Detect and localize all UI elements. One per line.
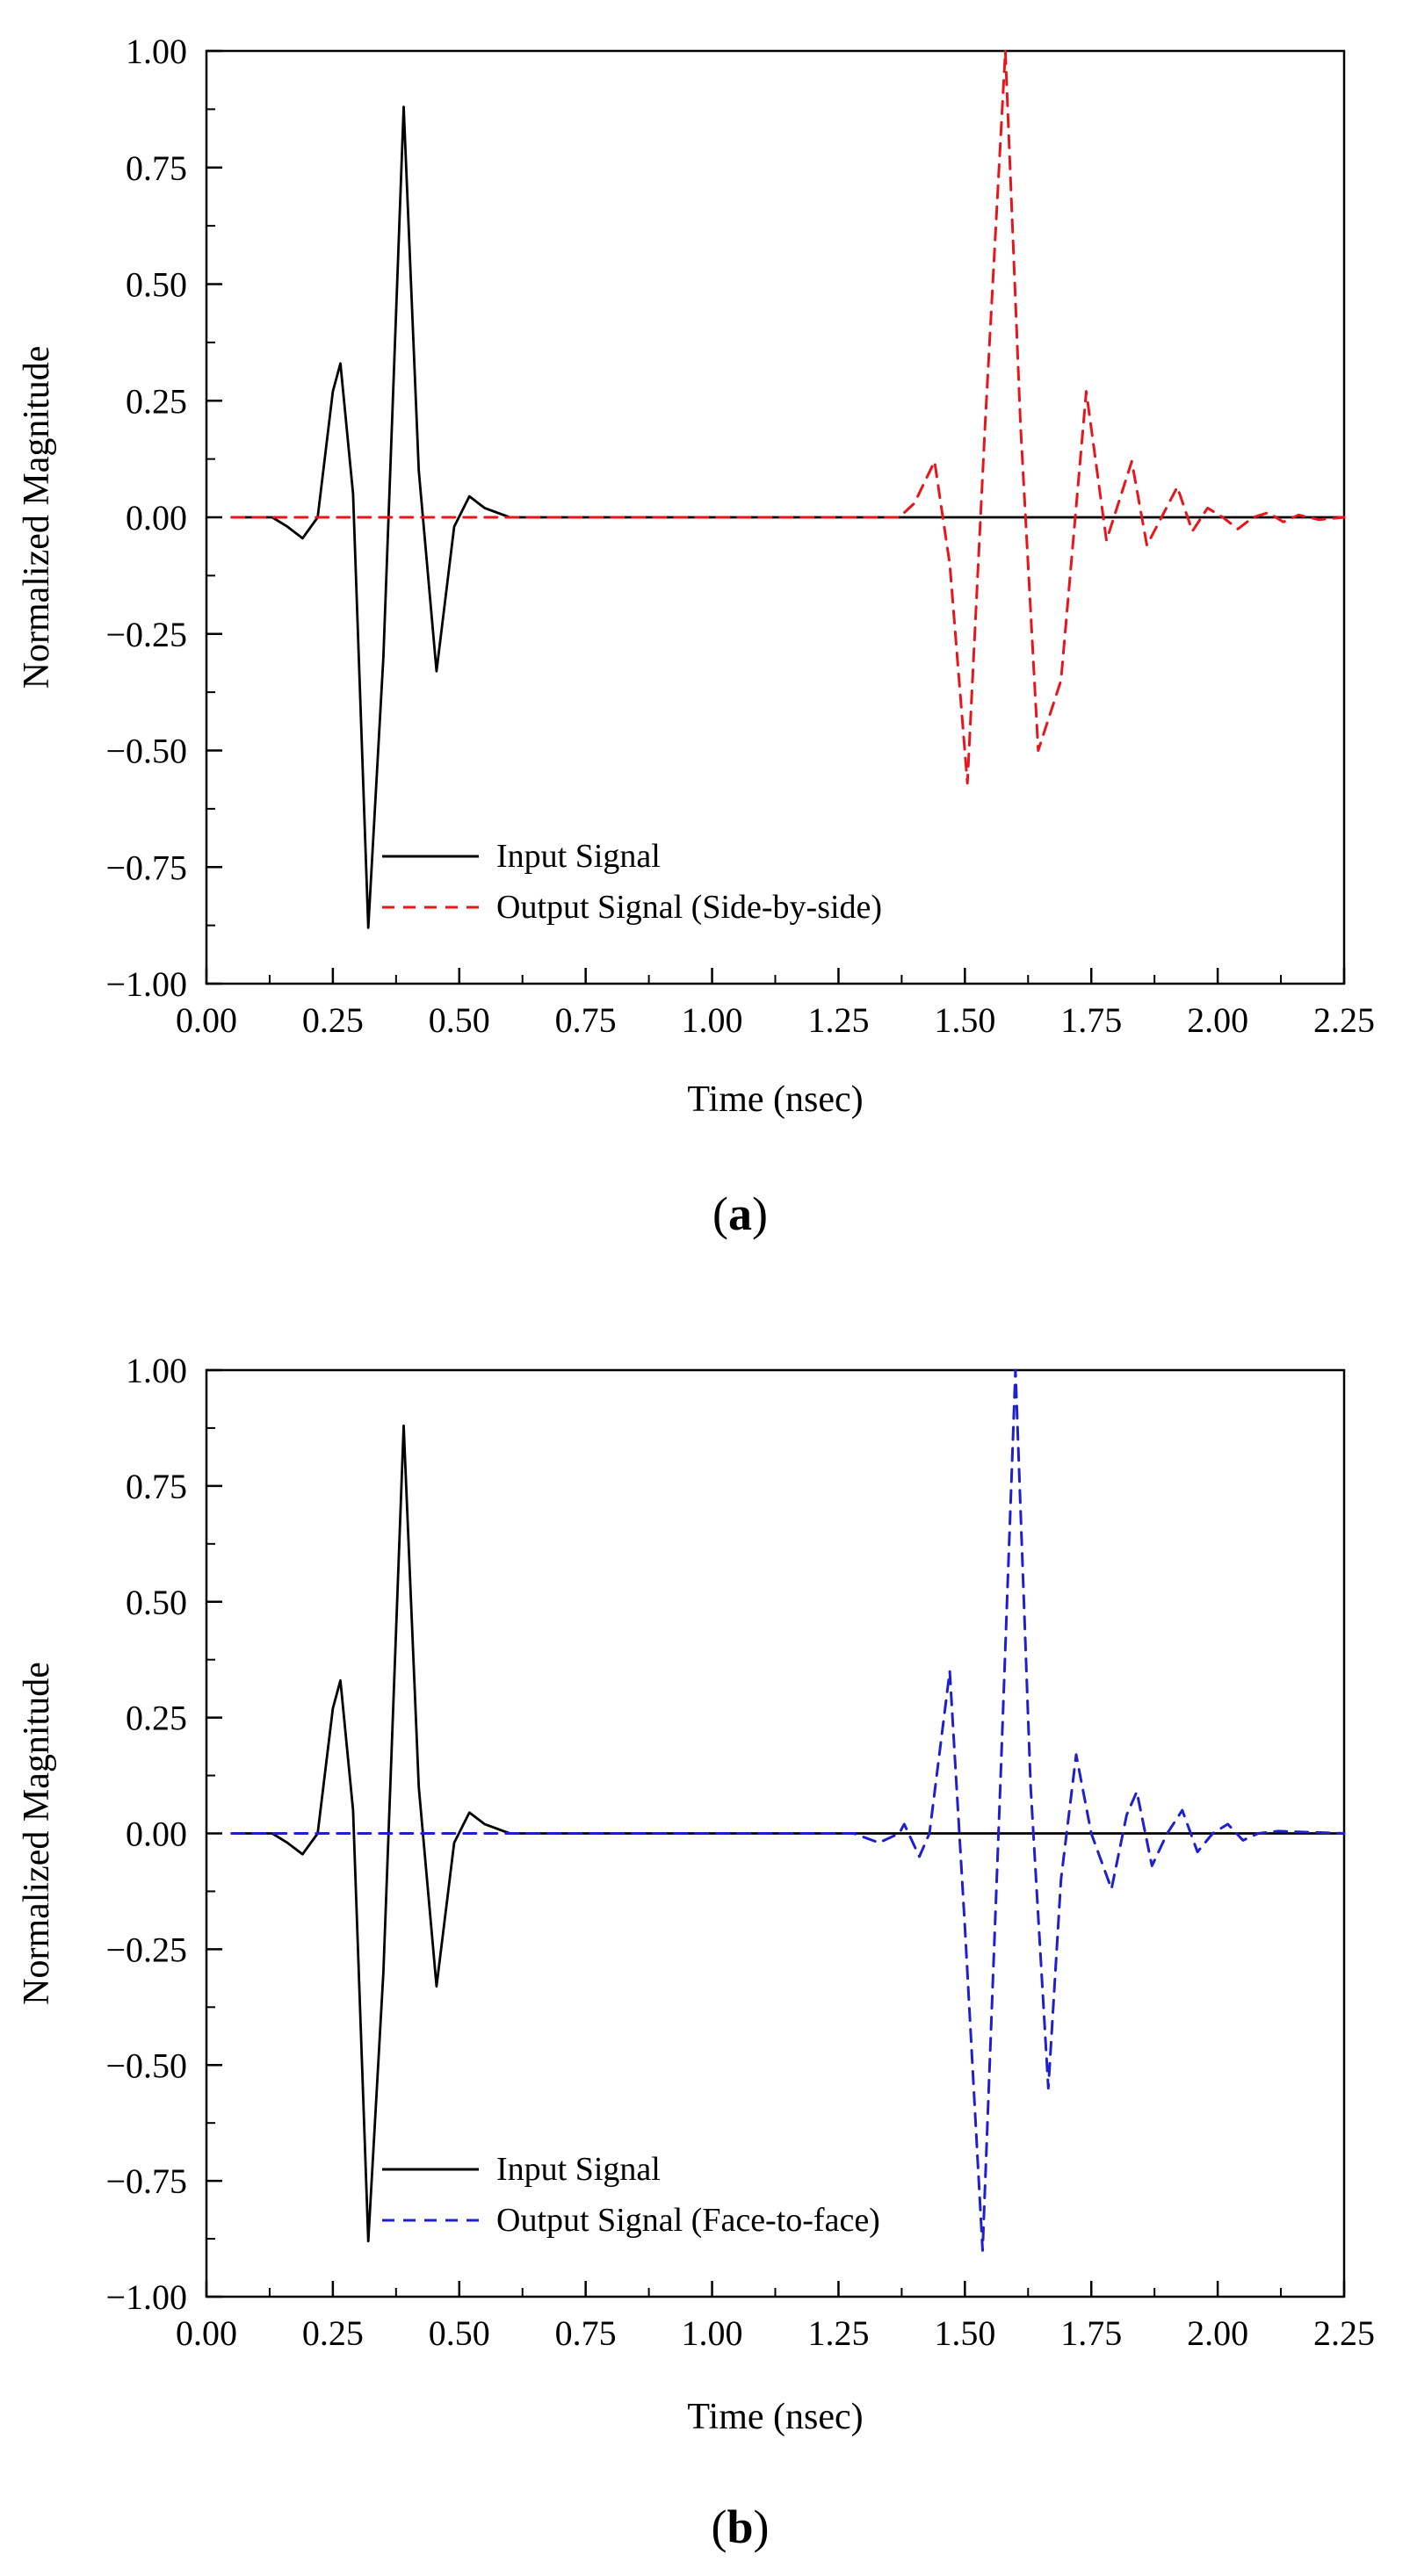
series-line-output — [230, 49, 1346, 785]
panel-label-open: ( — [712, 1187, 728, 1240]
x-tick-label: 1.25 — [807, 2313, 869, 2353]
x-tick-label: 0.75 — [555, 2313, 617, 2353]
x-tick-label: 0.00 — [176, 1000, 237, 1040]
y-tick-label: 1.00 — [126, 32, 187, 71]
y-axis-title: Normalized Magnitude — [17, 1662, 57, 2005]
y-tick-label: 0.25 — [126, 381, 187, 421]
y-tick-label: −0.25 — [105, 1930, 187, 1969]
y-tick-label: 0.00 — [126, 498, 187, 538]
y-tick-label: 0.75 — [126, 148, 187, 188]
x-tick-label: 0.00 — [176, 2313, 237, 2353]
legend-label: Input Signal — [496, 838, 661, 875]
panel-label: (a) — [712, 1187, 768, 1240]
legend-label: Input Signal — [496, 2151, 661, 2188]
legend-label: Output Signal (Side-by-side) — [496, 889, 882, 926]
y-tick-label: 0.50 — [126, 265, 187, 305]
x-tick-label: 1.50 — [934, 2313, 995, 2353]
y-tick-label: −0.75 — [105, 848, 187, 887]
y-tick-label: −0.50 — [105, 2046, 187, 2085]
y-tick-label: 0.75 — [126, 1467, 187, 1506]
x-tick-label: 2.00 — [1187, 2313, 1248, 2353]
x-tick-label: 0.75 — [555, 1000, 617, 1040]
x-tick-label: 2.25 — [1313, 2313, 1375, 2353]
x-tick-label: 1.75 — [1060, 1000, 1122, 1040]
series-line-output — [230, 1368, 1346, 2252]
panel-label-open: ( — [711, 2500, 727, 2553]
x-axis-title: Time (nsec) — [687, 2397, 863, 2437]
x-tick-label: 1.50 — [934, 1000, 995, 1040]
panel-a: 0.00 0.25 0.50 0.75 1.00 1.25 1.50 1.75 2.00 2.25… — [17, 32, 1375, 1240]
legend-label: Output Signal (Face-to-face) — [496, 2202, 880, 2239]
panel-label-close: ) — [754, 2500, 770, 2553]
y-tick-label: 0.00 — [126, 1815, 187, 1854]
x-tick-label: 0.25 — [302, 1000, 364, 1040]
x-tick-label: 0.50 — [429, 1000, 490, 1040]
x-tick-label: 2.00 — [1187, 1000, 1248, 1040]
y-tick-label: −0.75 — [105, 2161, 187, 2201]
panel-label-letter: b — [727, 2500, 753, 2553]
x-tick-label: 1.00 — [682, 1000, 743, 1040]
panel-label-close: ) — [752, 1187, 768, 1240]
y-tick-label: −1.00 — [105, 2277, 187, 2317]
y-tick-label: 0.50 — [126, 1583, 187, 1622]
x-tick-label: 1.25 — [807, 1000, 869, 1040]
y-tick-label: −0.50 — [105, 732, 187, 771]
x-tick-label: 1.00 — [682, 2313, 743, 2353]
x-tick-label: 2.25 — [1313, 1000, 1375, 1040]
y-axis-title: Normalized Magnitude — [17, 346, 57, 689]
panel-label: (b) — [711, 2500, 769, 2553]
x-axis-title: Time (nsec) — [687, 1079, 863, 1120]
series-line-input — [230, 1424, 1346, 2243]
x-tick-label: 1.75 — [1060, 2313, 1122, 2353]
x-tick-label: 0.25 — [302, 2313, 364, 2353]
y-tick-label: −0.25 — [105, 615, 187, 654]
y-tick-label: 1.00 — [126, 1351, 187, 1390]
x-tick-label: 0.50 — [429, 2313, 490, 2353]
panel-label-letter: a — [728, 1187, 752, 1240]
y-tick-label: −1.00 — [105, 964, 187, 1004]
panel-b: 0.00 0.25 0.50 0.75 1.00 1.25 1.50 1.75 2.00 2.25… — [17, 1351, 1375, 2553]
y-tick-label: 0.25 — [126, 1699, 187, 1738]
series-line-input — [230, 105, 1346, 929]
